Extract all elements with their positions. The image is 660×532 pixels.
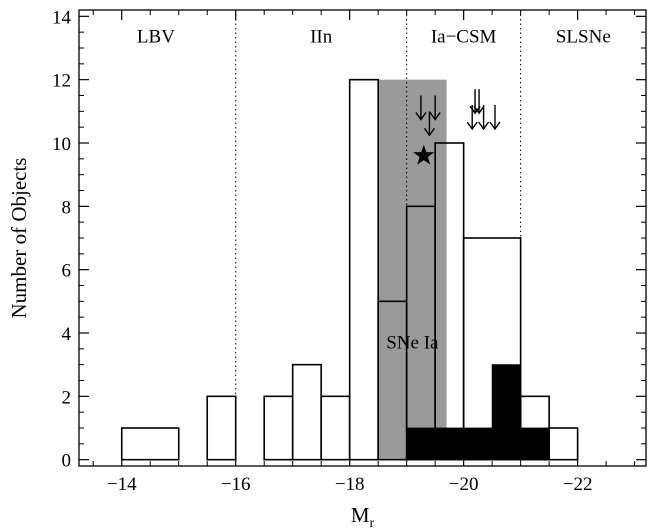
y-tick-label: 8	[62, 197, 72, 218]
sne-ia-band-label: SNe Ia	[386, 333, 439, 354]
y-tick-label: 14	[52, 7, 72, 28]
y-axis-label: Number of Objects	[7, 158, 31, 319]
y-tick-label: 10	[52, 134, 71, 155]
outline-histogram-bar	[462, 237, 522, 461]
region-label: Ia−CSM	[431, 26, 497, 47]
upper-limit-arrow-head	[478, 121, 490, 131]
filled-histogram-bar	[491, 364, 522, 461]
upper-limit-arrow	[489, 105, 501, 131]
y-tick-label: 6	[62, 261, 72, 282]
upper-limit-arrow	[466, 105, 478, 131]
filled-histogram-bar	[406, 427, 493, 461]
region-label: SLSNe	[556, 26, 611, 47]
outline-histogram-bar	[548, 427, 579, 461]
x-tick-label: −22	[563, 474, 593, 495]
outline-histogram-layer	[120, 78, 579, 461]
upper-limit-arrow	[423, 111, 436, 137]
axis-tick-layer: −14 −16 −18 −20 −22 0 2 4 6 8 10 12 14	[52, 7, 646, 495]
upper-limit-arrow	[478, 105, 490, 131]
region-label: IIn	[310, 26, 333, 47]
upper-limit-arrow-head	[489, 121, 501, 131]
region-label: LBV	[137, 26, 175, 47]
upper-limit-arrow	[473, 89, 485, 115]
x-tick-label: −14	[107, 474, 137, 495]
upper-limit-arrow-head	[473, 105, 485, 115]
upper-limit-arrow-head	[423, 127, 436, 137]
upper-limit-arrow	[429, 95, 441, 121]
x-axis-label-subscript: r	[370, 516, 375, 531]
x-axis-label: Mr	[351, 503, 375, 531]
upper-limit-arrow-head	[415, 112, 427, 121]
outline-histogram-bar	[206, 395, 237, 461]
y-tick-label: 12	[52, 71, 71, 92]
filled-histogram-bar	[520, 427, 550, 461]
x-tick-label: −20	[449, 474, 479, 495]
y-tick-label: 2	[62, 387, 72, 408]
upper-limit-arrow-head	[466, 121, 478, 131]
x-tick-label: −18	[335, 474, 365, 495]
marker-layer	[413, 89, 501, 165]
sne-ia-band-layer	[378, 79, 447, 460]
filled-histogram-layer	[406, 364, 550, 461]
region-label-layer: LBV IIn Ia−CSM SLSNe	[137, 26, 611, 47]
y-tick-label: 4	[62, 324, 72, 345]
outline-histogram-bar	[348, 78, 379, 461]
sne-ia-band	[378, 79, 447, 460]
outline-histogram-bar	[120, 427, 180, 461]
star-marker	[413, 144, 435, 165]
upper-limit-arrow-head	[429, 112, 441, 121]
x-axis-label-main: M	[351, 503, 370, 527]
y-tick-label: 0	[62, 451, 72, 472]
x-tick-label: −16	[221, 474, 251, 495]
upper-limit-arrow	[415, 95, 427, 121]
